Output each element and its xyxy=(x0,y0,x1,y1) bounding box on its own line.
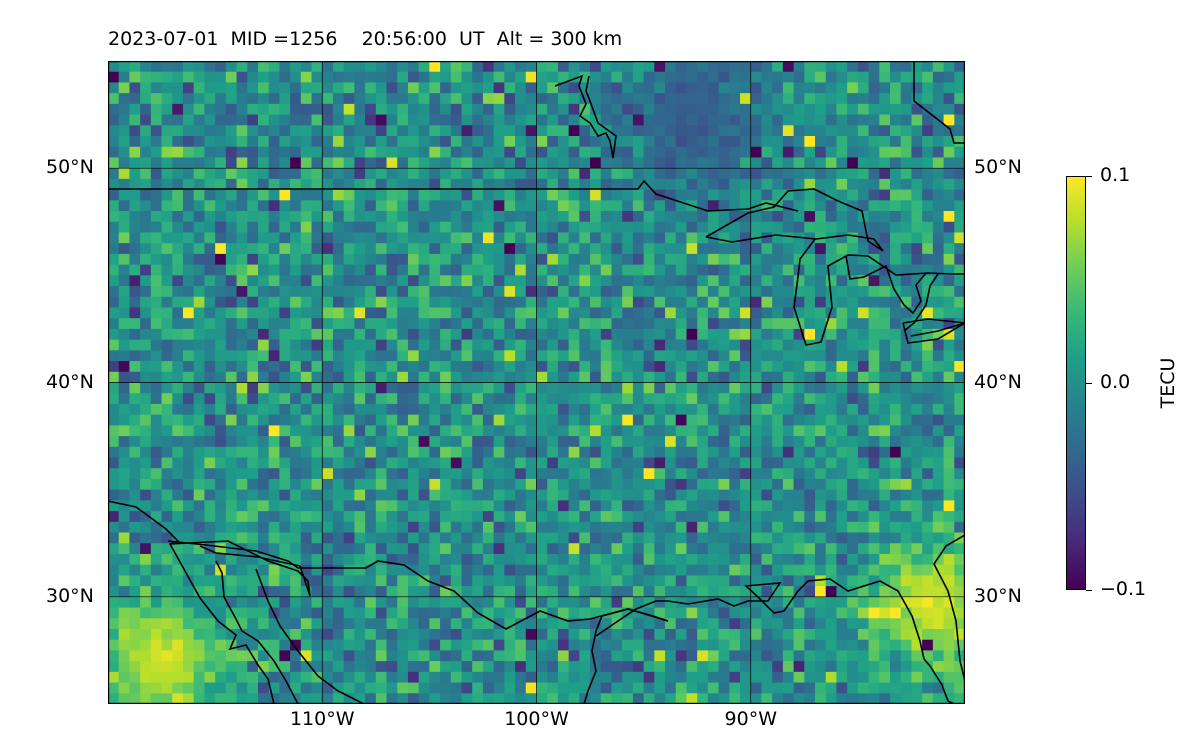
colorbar-tick-mark xyxy=(1086,382,1092,384)
gulf-of-california xyxy=(169,540,311,597)
lake-erie xyxy=(902,318,965,344)
lat-label: 50°N xyxy=(46,156,94,179)
florida-atlantic-coast xyxy=(933,534,965,682)
lake-michigan xyxy=(793,238,965,346)
lon-label: 110°W xyxy=(289,708,355,730)
lon-label: 90°W xyxy=(724,708,777,730)
lake-superior xyxy=(705,188,884,252)
map-frame xyxy=(108,61,965,704)
tec-map xyxy=(108,61,965,704)
sonora-coast xyxy=(255,568,365,704)
colorbar-tick-label: 0.0 xyxy=(1100,371,1131,393)
lat-label: 50°N xyxy=(974,156,1022,179)
colorbar-tick-mark xyxy=(1086,175,1092,177)
mexico-gulf-coast xyxy=(583,608,669,704)
lat-label: 30°N xyxy=(974,584,1022,607)
map-title: 2023-07-01 MID =1256 20:56:00 UT Alt = 3… xyxy=(108,28,623,50)
lat-label: 40°N xyxy=(46,370,94,393)
us-mexico-border xyxy=(167,540,669,630)
lat-label: 30°N xyxy=(46,584,94,607)
pacific-coast xyxy=(108,500,275,704)
colorbar-label: TECU xyxy=(1157,357,1179,409)
map-panel xyxy=(108,61,965,704)
us-gulf-coast xyxy=(595,578,955,704)
colorbar-tick-label: −0.1 xyxy=(1100,578,1147,600)
tec-field xyxy=(108,61,965,704)
coastlines-and-borders xyxy=(108,61,965,704)
us-canada-border xyxy=(108,179,799,212)
lake-huron xyxy=(845,255,927,315)
quebec-coast xyxy=(913,61,965,144)
james-bay-coast xyxy=(554,74,617,159)
colorbar-tick-mark xyxy=(1086,589,1092,591)
ontario-shore xyxy=(903,273,939,332)
baja-peninsula xyxy=(215,560,299,704)
lon-label: 100°W xyxy=(504,708,569,730)
colorbar-tick-label: 0.1 xyxy=(1100,164,1131,186)
graticule xyxy=(108,61,965,704)
lat-label: 40°N xyxy=(974,370,1022,393)
lake-ontario xyxy=(910,322,965,337)
colorbar xyxy=(1066,176,1086,590)
